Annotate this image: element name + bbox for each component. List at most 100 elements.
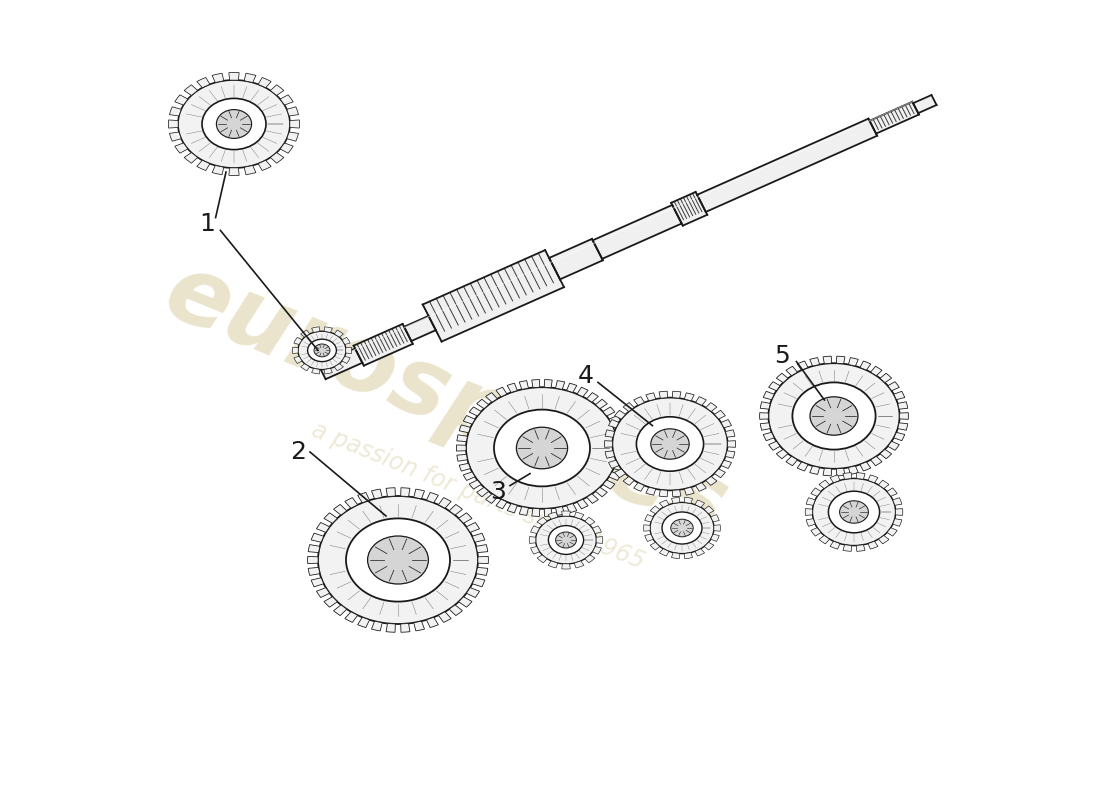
Polygon shape [414,489,425,499]
Polygon shape [836,468,845,476]
Polygon shape [439,498,451,508]
Polygon shape [609,415,620,424]
Polygon shape [229,168,239,175]
Polygon shape [556,506,564,515]
Polygon shape [820,480,829,489]
Polygon shape [646,393,656,401]
Polygon shape [562,564,570,569]
Polygon shape [470,407,481,416]
Polygon shape [895,509,903,515]
Polygon shape [271,85,284,95]
Polygon shape [868,542,878,549]
Polygon shape [870,456,882,466]
Polygon shape [695,500,705,507]
Polygon shape [593,205,682,259]
Polygon shape [608,460,619,469]
Polygon shape [293,347,298,354]
Polygon shape [472,533,485,542]
Polygon shape [868,475,878,482]
Polygon shape [888,442,900,450]
Polygon shape [184,153,198,163]
Polygon shape [659,549,669,556]
Polygon shape [334,330,343,337]
Polygon shape [806,498,815,506]
Polygon shape [645,514,653,522]
Polygon shape [530,546,539,554]
Polygon shape [810,358,820,366]
Polygon shape [353,324,412,366]
Polygon shape [650,506,660,514]
Polygon shape [714,525,720,531]
Polygon shape [659,490,668,497]
Polygon shape [544,379,552,388]
Polygon shape [184,85,198,95]
Polygon shape [623,477,635,486]
Polygon shape [695,482,706,491]
Polygon shape [617,434,627,442]
Polygon shape [466,588,480,598]
Ellipse shape [494,410,590,486]
Ellipse shape [346,518,450,602]
Ellipse shape [536,516,596,564]
Polygon shape [519,381,528,390]
Polygon shape [760,423,770,430]
Polygon shape [823,356,832,364]
Ellipse shape [202,98,266,150]
Polygon shape [720,460,732,469]
Polygon shape [334,364,343,370]
Polygon shape [244,74,256,82]
Ellipse shape [308,339,337,362]
Polygon shape [720,419,732,428]
Polygon shape [308,557,318,563]
Polygon shape [711,534,719,542]
Polygon shape [358,493,370,502]
Polygon shape [672,490,681,497]
Polygon shape [880,450,892,458]
Polygon shape [229,73,239,80]
Polygon shape [427,493,439,502]
Polygon shape [887,488,898,496]
Ellipse shape [178,80,290,168]
Polygon shape [614,463,625,471]
Polygon shape [537,517,547,525]
Polygon shape [785,456,798,466]
Polygon shape [529,537,536,543]
Ellipse shape [828,491,880,533]
Polygon shape [470,480,481,489]
Polygon shape [763,432,774,441]
Polygon shape [466,522,480,532]
Polygon shape [603,407,615,416]
Polygon shape [671,192,707,226]
Ellipse shape [613,398,727,490]
Polygon shape [169,106,182,116]
Polygon shape [714,410,725,419]
Polygon shape [549,239,603,279]
Text: 2: 2 [290,440,306,464]
Polygon shape [806,518,815,526]
Polygon shape [684,553,693,558]
Polygon shape [605,430,615,438]
Polygon shape [476,487,488,497]
Polygon shape [345,612,358,622]
Polygon shape [760,402,770,409]
Polygon shape [585,517,595,525]
Polygon shape [459,425,471,433]
Polygon shape [566,503,576,513]
Polygon shape [386,623,395,632]
Polygon shape [342,356,350,363]
Polygon shape [617,454,627,462]
Polygon shape [830,542,840,549]
Polygon shape [169,132,182,142]
Polygon shape [609,472,620,481]
Text: a passion for parts since 1965: a passion for parts since 1965 [308,418,648,574]
Polygon shape [168,120,178,128]
Polygon shape [578,387,588,397]
Polygon shape [727,441,736,447]
Polygon shape [777,374,788,382]
Polygon shape [562,511,570,516]
Polygon shape [422,250,564,342]
Polygon shape [537,555,547,563]
Polygon shape [608,419,619,428]
Polygon shape [848,466,858,474]
Polygon shape [811,488,821,496]
